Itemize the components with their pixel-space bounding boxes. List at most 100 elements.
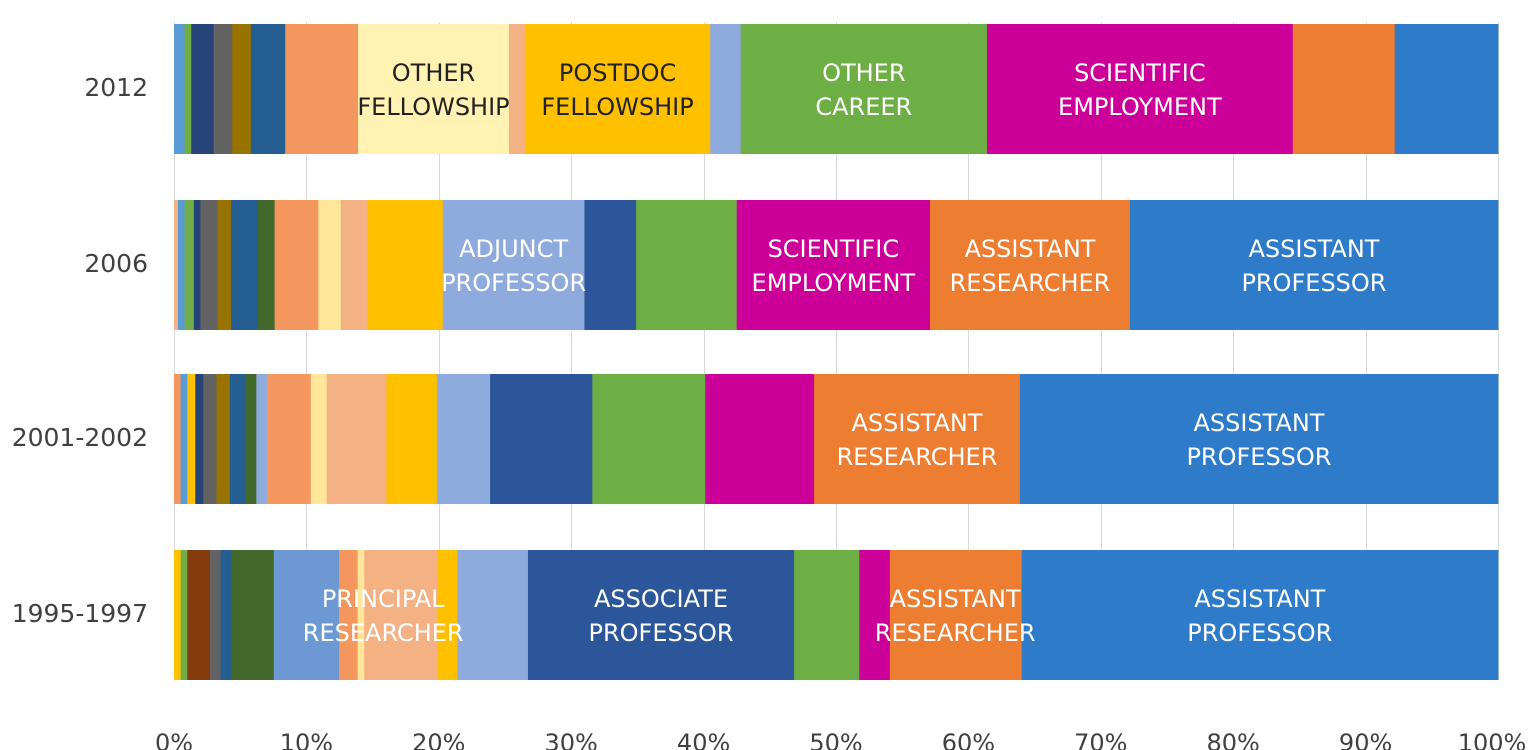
segment-label: PROFESSOR — [1187, 619, 1332, 647]
bar-segment — [216, 374, 231, 504]
segment-label: RESEARCHER — [303, 619, 464, 647]
segment-label: PROFESSOR — [1186, 443, 1331, 471]
category-label: 2012 — [84, 73, 148, 102]
bar-segment — [358, 24, 510, 154]
bar-segment — [584, 200, 637, 330]
bar-segment — [326, 374, 387, 504]
segment-label: CAREER — [815, 93, 912, 121]
category-label: 2001-2002 — [12, 423, 148, 452]
bar-segment — [357, 550, 365, 680]
x-tick-label: 50% — [809, 729, 862, 750]
bar-segment — [174, 550, 182, 680]
bar-segment — [231, 550, 275, 680]
bar-segment — [1021, 550, 1499, 680]
bar-segment — [986, 24, 1294, 154]
segment-labels: OTHER FELLOWSHIP POSTDOC FELLOWSHIP OTHER CAR… — [303, 59, 1387, 647]
x-tick-label: 10% — [280, 729, 333, 750]
segment-label: PROFESSOR — [588, 619, 733, 647]
bar-segment — [217, 200, 232, 330]
segment-label: RESEARCHER — [950, 269, 1111, 297]
bar-segment — [710, 24, 742, 154]
x-tick-label: 80% — [1207, 729, 1260, 750]
bar-segment — [250, 24, 286, 154]
bar-segment — [859, 550, 891, 680]
bar-segment — [200, 200, 219, 330]
segment-label: ASSISTANT — [890, 585, 1021, 613]
bar-segment — [193, 200, 201, 330]
bar-segment — [274, 200, 319, 330]
segment-label: PROFESSOR — [1241, 269, 1386, 297]
x-tick-label: 30% — [545, 729, 598, 750]
bar-segment — [524, 24, 711, 154]
bar-segment — [436, 374, 491, 504]
category-label: 2006 — [84, 249, 148, 278]
segment-label: ASSISTANT — [1194, 585, 1325, 613]
bar-segment — [187, 550, 211, 680]
bars — [174, 24, 1499, 680]
bar-segment — [386, 374, 438, 504]
x-tick-label: 70% — [1074, 729, 1127, 750]
bar-segment — [203, 374, 217, 504]
bar-segment — [740, 24, 988, 154]
bar-segment — [1019, 374, 1499, 504]
bar-segment — [592, 374, 706, 504]
bar-segment — [736, 200, 931, 330]
bar-segment — [174, 24, 185, 154]
bar-segment — [814, 374, 1021, 504]
segment-label: FELLOWSHIP — [541, 93, 693, 121]
bar-segment — [229, 374, 247, 504]
bar-segment — [457, 550, 529, 680]
x-tick-label: 100% — [1458, 729, 1527, 750]
bar-segment — [636, 200, 738, 330]
category-labels: 2012 2006 2001-2002 1995-1997 — [12, 73, 148, 628]
x-tick-label: 60% — [942, 729, 995, 750]
segment-label: SCIENTIFIC — [768, 235, 900, 263]
bar-segment — [1394, 24, 1499, 154]
bar-segment — [184, 200, 195, 330]
bar-segment — [191, 24, 215, 154]
bar-segment — [364, 550, 438, 680]
bar-segment — [437, 550, 458, 680]
segment-label: ASSISTANT — [1193, 409, 1324, 437]
bar-segment — [232, 24, 252, 154]
segment-label: RESEARCHER — [875, 619, 1036, 647]
bar-segment — [245, 374, 257, 504]
bar-segment — [889, 550, 1023, 680]
bar-segment — [1292, 24, 1396, 154]
segment-label: ADJUNCT — [459, 235, 568, 263]
segment-label: FELLOWSHIP — [357, 93, 509, 121]
bar-segment — [318, 200, 342, 330]
bar-segment — [273, 550, 340, 680]
bar-segment — [442, 200, 585, 330]
bar-segment — [180, 550, 188, 680]
bar-segment — [184, 24, 192, 154]
bar-segment — [230, 200, 258, 330]
segment-label: POSTDOC — [559, 59, 676, 87]
x-tick-labels: 0% 10% 20% 30% 40% 50% 60% 70% 80% 90% 100% — [155, 729, 1526, 750]
segment-label: SCIENTIFIC — [1074, 59, 1206, 87]
bar-segment — [256, 374, 268, 504]
bar-segment — [340, 200, 368, 330]
bar-segment — [266, 374, 312, 504]
bar-segment — [705, 374, 815, 504]
bar-segment — [209, 550, 221, 680]
bar-segment — [490, 374, 593, 504]
segment-label: ASSOCIATE — [594, 585, 728, 613]
bar-segment — [367, 200, 444, 330]
bar-segment — [180, 374, 188, 504]
bar-segment — [794, 550, 860, 680]
x-tick-label: 20% — [412, 729, 465, 750]
segment-label: PRINCIPAL — [322, 585, 445, 613]
x-tick-label: 0% — [155, 729, 193, 750]
segment-label: PROFESSOR — [441, 269, 586, 297]
x-tick-label: 90% — [1339, 729, 1392, 750]
bar-segment — [177, 200, 185, 330]
bar-segment — [174, 200, 179, 330]
bar-segment — [310, 374, 328, 504]
segment-label: ASSISTANT — [964, 235, 1095, 263]
segment-label: OTHER — [822, 59, 905, 87]
bar-segment — [220, 550, 232, 680]
bar-segment — [213, 24, 233, 154]
bar-segment — [187, 374, 196, 504]
